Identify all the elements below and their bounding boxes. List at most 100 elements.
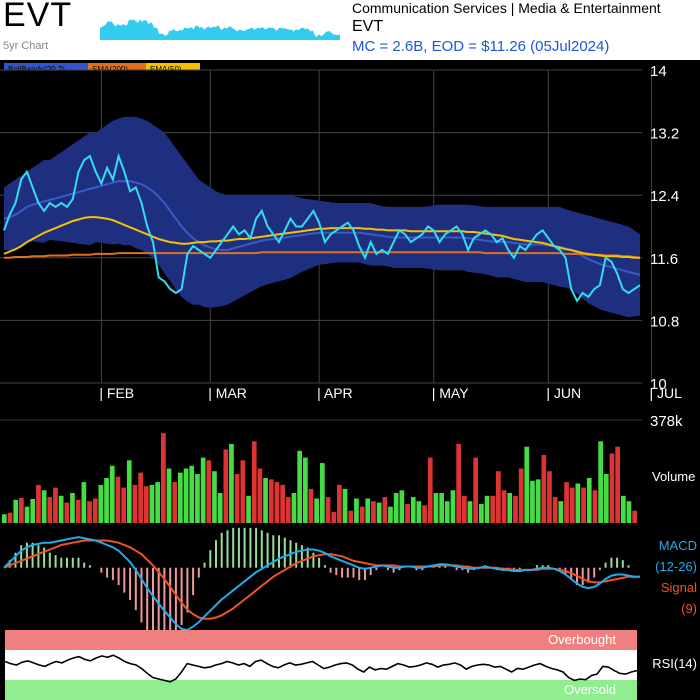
- volume-bar: [365, 498, 371, 523]
- volume-bar: [325, 497, 331, 523]
- volume-bar: [223, 449, 229, 523]
- volume-bar: [297, 450, 302, 523]
- volume-bar: [416, 501, 422, 523]
- volume-bar: [314, 498, 319, 523]
- volume-bar: [19, 497, 24, 523]
- volume-bar: [115, 476, 121, 523]
- volume-bar: [172, 482, 178, 523]
- volume-bar: [234, 474, 240, 523]
- volume-bar: [183, 468, 189, 523]
- overbought-label: Overbought: [548, 632, 616, 647]
- ema50-line: [3, 216, 640, 259]
- macd-label: (9): [681, 601, 697, 616]
- volume-bar: [359, 506, 365, 523]
- volume-bar: [569, 487, 575, 523]
- volume-bar: [615, 446, 620, 523]
- volume-bar: [98, 484, 104, 523]
- volume-bar: [393, 493, 399, 523]
- volume-bar: [274, 482, 280, 523]
- volume-bar: [535, 479, 541, 523]
- volume-bar: [121, 487, 126, 523]
- volume-bar: [166, 468, 172, 523]
- volume-bar: [439, 493, 444, 523]
- volume-bar: [586, 478, 592, 523]
- volume-bar: [24, 506, 30, 523]
- volume-bar: [388, 506, 393, 523]
- volume-bar: [433, 493, 439, 523]
- rsi-label: RSI(14): [652, 656, 697, 671]
- macd-line: [3, 536, 640, 632]
- spark-label: 5yr Chart: [3, 40, 49, 52]
- volume-bar: [348, 510, 354, 523]
- volume-bar: [2, 514, 7, 523]
- volume-bar: [41, 490, 47, 523]
- volume-bar: [399, 490, 405, 523]
- volume-bar: [530, 480, 535, 523]
- date-axis-tick: | MAY: [432, 385, 469, 401]
- volume-bar: [246, 495, 251, 523]
- volume-bar: [331, 512, 337, 523]
- rsi-line: [4, 654, 638, 683]
- volume-bar: [626, 501, 632, 523]
- volume-bar: [155, 482, 160, 523]
- volume-bar: [603, 474, 609, 523]
- market-cap-line: MC = 2.6B, EOD = $11.26 (05Jul2024): [352, 38, 610, 55]
- volume-bar: [291, 493, 297, 523]
- volume-bar: [30, 499, 36, 523]
- oversold-zone: [5, 680, 637, 700]
- volume-bar: [195, 474, 200, 523]
- volume-bar: [410, 497, 416, 523]
- volume-bar: [217, 493, 223, 523]
- volume-bar: [507, 493, 513, 523]
- volume-bar: [371, 501, 376, 523]
- volume-bar: [138, 472, 143, 523]
- volume-bar: [13, 499, 19, 523]
- volume-bar: [518, 468, 524, 523]
- volume-bar: [212, 471, 217, 523]
- volume-bar: [444, 501, 450, 523]
- volume-bar: [257, 468, 263, 523]
- volume-bar: [609, 453, 615, 523]
- volume-bar: [354, 498, 359, 523]
- volume-bar: [575, 483, 581, 523]
- volume-bar: [92, 498, 98, 523]
- volume-bar: [427, 457, 433, 523]
- date-axis-tick: | APR: [317, 385, 353, 401]
- volume-bar: [7, 512, 13, 523]
- price-axis-tick: 12.4: [650, 188, 679, 205]
- macd-label: Signal: [661, 580, 697, 595]
- company-name: EVT: [352, 18, 384, 35]
- volume-bar: [161, 433, 166, 523]
- volume-bar: [285, 497, 291, 523]
- volume-bar: [36, 484, 41, 523]
- volume-bar: [552, 497, 558, 523]
- volume-bar: [58, 495, 64, 523]
- volume-bar: [178, 472, 183, 523]
- price-line: [3, 152, 641, 303]
- oversold-label: Oversold: [564, 682, 616, 697]
- rsi-neutral-zone: [5, 650, 637, 680]
- volume-bar: [200, 457, 206, 523]
- volume-bar: [490, 495, 496, 523]
- volume-bar: [342, 488, 348, 523]
- volume-bar: [405, 503, 410, 523]
- volume-bar: [229, 444, 234, 523]
- rsi-panel: RSI(14) Overbought Oversold: [4, 630, 697, 700]
- ticker-symbol: EVT: [3, 0, 73, 34]
- volume-bar: [547, 471, 552, 523]
- volume-bar: [422, 505, 427, 523]
- volume-bar: [47, 497, 53, 523]
- volume-bar: [467, 501, 473, 523]
- volume-bar: [564, 482, 569, 523]
- volume-bar: [496, 471, 501, 523]
- volume-bar: [621, 495, 626, 523]
- bollinger-band-area: [4, 116, 640, 318]
- volume-bar: [189, 465, 195, 523]
- price-axis-tick: 11.6: [650, 251, 678, 268]
- volume-bar: [581, 487, 586, 523]
- sparkline-area: [100, 19, 340, 40]
- sector-label: Communication Services | Media & Enterta…: [352, 0, 661, 16]
- volume-panel: 378k Volume: [0, 413, 695, 523]
- volume-bar: [126, 460, 132, 523]
